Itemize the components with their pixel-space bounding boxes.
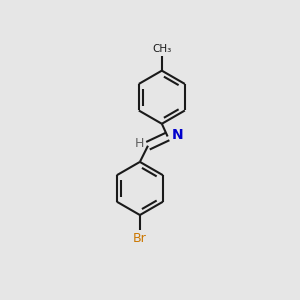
- Text: Br: Br: [133, 232, 147, 245]
- Text: CH₃: CH₃: [152, 44, 172, 54]
- Text: N: N: [172, 128, 183, 142]
- Text: H: H: [134, 137, 144, 150]
